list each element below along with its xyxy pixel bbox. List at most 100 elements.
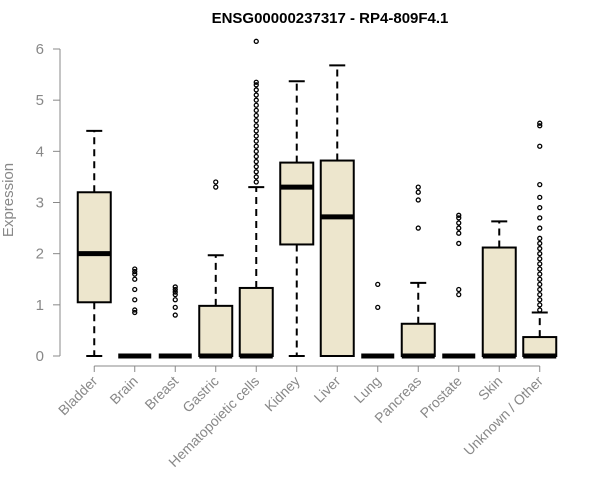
y-tick-label: 2	[36, 246, 44, 263]
outlier-point	[172, 297, 178, 303]
outlier-point	[253, 117, 259, 124]
y-tick-label: 1	[36, 297, 44, 314]
outlier-point	[537, 143, 543, 149]
outlier-point	[253, 123, 259, 129]
outlier-point	[253, 92, 259, 98]
y-tick-label: 0	[36, 348, 44, 365]
outlier-point	[415, 197, 421, 203]
y-tick-label: 4	[36, 143, 44, 160]
outlier-point	[253, 112, 259, 119]
box	[76, 191, 112, 304]
x-tick-label: Kidney	[261, 373, 303, 415]
outlier-point	[537, 271, 543, 277]
outlier-point	[132, 271, 138, 277]
outlier-point	[375, 281, 381, 288]
x-tick-label: Skin	[475, 373, 506, 404]
outlier-point	[375, 304, 381, 311]
outlier-point	[537, 286, 543, 293]
outlier-point	[537, 307, 543, 313]
box	[279, 161, 315, 246]
outlier-point	[253, 133, 259, 139]
x-tick-label: Breast	[141, 373, 181, 413]
outlier-point	[172, 284, 178, 290]
outlier-point	[213, 179, 219, 185]
y-tick-label: 3	[36, 195, 44, 212]
outlier-point	[537, 302, 543, 308]
box-group	[279, 80, 315, 357]
outlier-point	[456, 220, 462, 226]
outlier-point	[253, 87, 259, 93]
outlier-point	[537, 291, 543, 298]
outlier-point	[253, 153, 259, 160]
outlier-point	[537, 297, 543, 303]
x-tick-label: Lung	[351, 373, 384, 406]
outlier-point	[456, 240, 462, 247]
box	[319, 159, 355, 357]
outlier-point	[253, 138, 259, 144]
outlier-point	[537, 276, 543, 282]
outlier-point	[537, 194, 543, 201]
x-tick-label: Brain	[106, 373, 140, 407]
box-group	[442, 212, 476, 359]
x-tick-label: Prostate	[417, 373, 465, 421]
box-group	[361, 281, 395, 359]
y-tick-label: 5	[36, 92, 44, 109]
outlier-point	[253, 128, 259, 134]
box-group	[76, 129, 112, 357]
outlier-point	[172, 291, 178, 298]
box-group	[481, 220, 517, 359]
outlier-point	[537, 204, 543, 211]
outlier-point	[132, 276, 138, 282]
outlier-point	[253, 79, 259, 85]
outlier-point	[537, 181, 543, 188]
outlier-point	[253, 148, 259, 154]
outlier-point	[537, 261, 543, 267]
outlier-point	[415, 184, 421, 190]
x-tick-label: Liver	[311, 373, 344, 406]
outlier-point	[132, 307, 138, 313]
outlier-point	[172, 289, 178, 295]
outlier-point	[456, 230, 462, 236]
box-group	[238, 38, 274, 359]
outlier-point	[537, 256, 543, 262]
y-tick-label: 6	[36, 41, 44, 58]
outlier-point	[537, 240, 543, 247]
outlier-point	[537, 266, 543, 272]
y-axis-label: Expression	[0, 163, 17, 237]
outlier-point	[537, 251, 543, 257]
outlier-point	[253, 158, 259, 165]
outlier-point	[172, 304, 178, 311]
outlier-point	[172, 312, 178, 318]
outlier-point	[132, 309, 138, 316]
outlier-point	[253, 179, 259, 185]
outlier-point	[456, 215, 462, 221]
outlier-point	[132, 286, 138, 293]
box-group	[158, 284, 192, 359]
outlier-point	[253, 82, 259, 88]
outlier-point	[253, 164, 259, 170]
outlier-point	[172, 286, 178, 293]
outlier-point	[537, 225, 543, 231]
box	[400, 322, 436, 358]
box-group	[400, 184, 436, 359]
outlier-point	[253, 107, 259, 114]
outlier-point	[537, 245, 543, 252]
outlier-point	[132, 297, 138, 303]
outlier-point	[415, 189, 421, 195]
outlier-point	[253, 174, 259, 180]
box-group	[198, 179, 234, 359]
outlier-point	[253, 102, 259, 108]
outlier-point	[537, 123, 543, 129]
outlier-point	[213, 184, 219, 190]
outlier-point	[537, 120, 543, 126]
box	[198, 304, 234, 357]
outlier-point	[253, 143, 259, 149]
outlier-point	[253, 38, 259, 44]
outlier-point	[132, 268, 138, 275]
outlier-point	[537, 281, 543, 288]
outlier-point	[456, 291, 462, 298]
box-group	[522, 120, 558, 359]
x-tick-label: Bladder	[55, 373, 101, 419]
